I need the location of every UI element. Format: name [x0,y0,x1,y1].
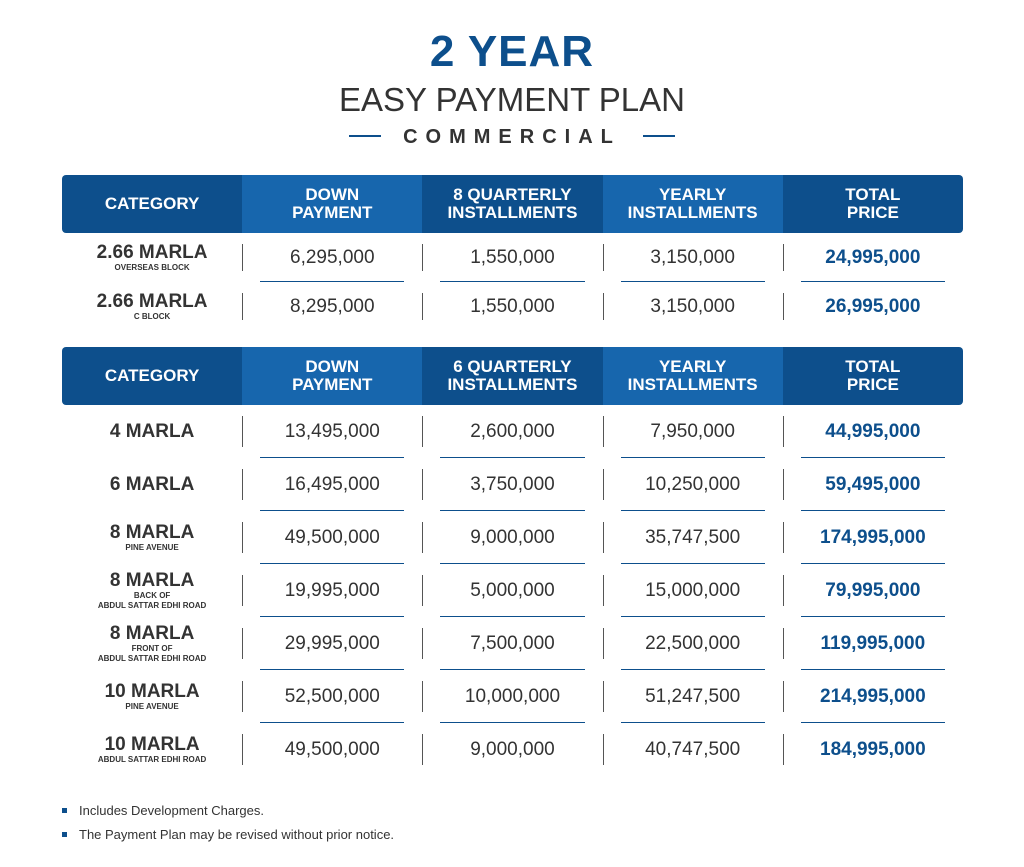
total-price-cell: 59,495,000 [782,458,963,511]
quarterly-cell: 1,550,000 [422,233,602,282]
total-price-cell: 26,995,000 [782,282,963,331]
header-down-payment: DOWN PAYMENT [242,347,423,405]
down-payment-cell: 8,295,000 [242,282,422,331]
category-cell: 10 MARLA ABDUL SATTAR EDHI ROAD [62,723,242,776]
footnote: The Payment Plan may be revised without … [62,822,394,846]
down-payment-cell: 6,295,000 [242,233,422,282]
yearly-cell: 10,250,000 [602,458,783,511]
category-cell: 2.66 MARLA C BLOCK [62,282,242,331]
category-detail: ABDUL SATTAR EDHI ROAD [97,754,207,764]
category-name: 10 MARLA [104,680,200,702]
down-payment-cell: 19,995,000 [242,564,422,617]
total-price-cell: 119,995,000 [782,617,963,670]
yearly-cell: 15,000,000 [602,564,783,617]
commercial-table-2: CATEGORY DOWN PAYMENT 6 QUARTERLY INSTAL… [62,347,963,776]
category-detail: PINE AVENUE [125,701,179,711]
table-row: 8 MARLA PINE AVENUE 49,500,000 9,000,000 35,… [62,511,963,564]
quarterly-cell: 3,750,000 [422,458,602,511]
table-row: 8 MARLA BACK OF ABDUL SATTAR EDHI ROAD 19,… [62,564,963,617]
category-name: 4 MARLA [109,420,195,442]
total-price-cell: 214,995,000 [782,670,963,723]
header-down-payment: DOWN PAYMENT [242,175,423,233]
total-price-cell: 44,995,000 [782,405,963,458]
category-name: 8 MARLA [109,569,195,591]
category-detail: C BLOCK [133,311,171,321]
down-payment-cell: 13,495,000 [242,405,422,458]
table-row: 8 MARLA FRONT OF ABDUL SATTAR EDHI ROAD 29… [62,617,963,670]
quarterly-cell: 10,000,000 [422,670,602,723]
header-total: TOTAL PRICE [782,347,963,405]
footnote-text: The Payment Plan may be revised without … [79,826,395,842]
table-row: 2.66 MARLA OVERSEAS BLOCK 6,295,000 1,550… [62,233,963,282]
quarterly-cell: 9,000,000 [422,723,602,776]
header-total: TOTAL PRICE [782,175,963,233]
table-body: 4 MARLA 13,495,000 2,600,000 7,950,000 44,99… [62,405,963,776]
bullet-icon [62,807,67,813]
table-row: 10 MARLA ABDUL SATTAR EDHI ROAD 49,500,000… [62,723,963,776]
total-price-cell: 184,995,000 [782,723,963,776]
footnote: Includes Development Charges. [62,798,394,822]
yearly-cell: 35,747,500 [602,511,783,564]
down-payment-cell: 49,500,000 [242,511,422,564]
header-quarterly: 6 QUARTERLY INSTALLMENTS [422,347,603,405]
down-payment-cell: 52,500,000 [242,670,422,723]
table-row: 4 MARLA 13,495,000 2,600,000 7,950,000 44,99… [62,405,963,458]
section-label-text: COMMERCIAL [403,126,621,148]
down-payment-cell: 49,500,000 [242,723,422,776]
category-cell: 8 MARLA FRONT OF ABDUL SATTAR EDHI ROAD [62,617,242,670]
footnotes: Includes Development Charges. The Paymen… [62,798,394,846]
header-category: CATEGORY [62,175,243,233]
yearly-cell: 51,247,500 [602,670,783,723]
total-price-cell: 79,995,000 [782,564,963,617]
category-name: 2.66 MARLA [96,290,208,312]
bullet-icon [62,831,67,837]
category-detail: BACK OF ABDUL SATTAR EDHI ROAD [97,590,207,610]
table-header: CATEGORY DOWN PAYMENT 6 QUARTERLY INSTAL… [62,347,963,405]
quarterly-cell: 5,000,000 [422,564,602,617]
page-title: 2 YEAR [429,27,595,76]
category-name: 10 MARLA [104,733,200,755]
header-yearly: YEARLY INSTALLMENTS [602,347,783,405]
yearly-cell: 7,950,000 [602,405,783,458]
footnote-text: Includes Development Charges. [79,802,264,818]
header-category: CATEGORY [62,347,243,405]
category-cell: 6 MARLA [62,458,242,511]
category-name: 6 MARLA [109,473,195,495]
yearly-cell: 22,500,000 [602,617,783,670]
category-cell: 2.66 MARLA OVERSEAS BLOCK [62,233,242,282]
right-dash [642,134,675,137]
category-detail: FRONT OF ABDUL SATTAR EDHI ROAD [97,643,207,663]
category-name: 8 MARLA [109,521,195,543]
table-row: 6 MARLA 16,495,000 3,750,000 10,250,000 59,4… [62,458,963,511]
table-row: 2.66 MARLA C BLOCK 8,295,000 1,550,000 3,… [62,282,963,331]
down-payment-cell: 29,995,000 [242,617,422,670]
section-label: COMMERCIAL [0,124,1024,150]
left-dash [349,134,382,137]
quarterly-cell: 1,550,000 [422,282,602,331]
quarterly-cell: 9,000,000 [422,511,602,564]
table-header: CATEGORY DOWN PAYMENT 8 QUARTERLY INSTAL… [62,175,963,233]
category-cell: 4 MARLA [62,405,242,458]
down-payment-cell: 16,495,000 [242,458,422,511]
category-detail: PINE AVENUE [125,542,179,552]
category-name: 8 MARLA [109,622,195,644]
yearly-cell: 3,150,000 [602,233,783,282]
yearly-cell: 40,747,500 [602,723,783,776]
category-cell: 8 MARLA PINE AVENUE [62,511,242,564]
category-detail: OVERSEAS BLOCK [114,262,190,272]
quarterly-cell: 7,500,000 [422,617,602,670]
quarterly-cell: 2,600,000 [422,405,602,458]
total-price-cell: 174,995,000 [782,511,963,564]
commercial-table-1: CATEGORY DOWN PAYMENT 8 QUARTERLY INSTAL… [62,175,963,331]
total-price-cell: 24,995,000 [782,233,963,282]
header-yearly: YEARLY INSTALLMENTS [602,175,783,233]
category-cell: 10 MARLA PINE AVENUE [62,670,242,723]
category-name: 2.66 MARLA [96,241,208,263]
category-cell: 8 MARLA BACK OF ABDUL SATTAR EDHI ROAD [62,564,242,617]
yearly-cell: 3,150,000 [602,282,783,331]
page-subtitle: EASY PAYMENT PLAN [338,81,686,118]
table-row: 10 MARLA PINE AVENUE 52,500,000 10,000,000 5… [62,670,963,723]
header-quarterly: 8 QUARTERLY INSTALLMENTS [422,175,603,233]
